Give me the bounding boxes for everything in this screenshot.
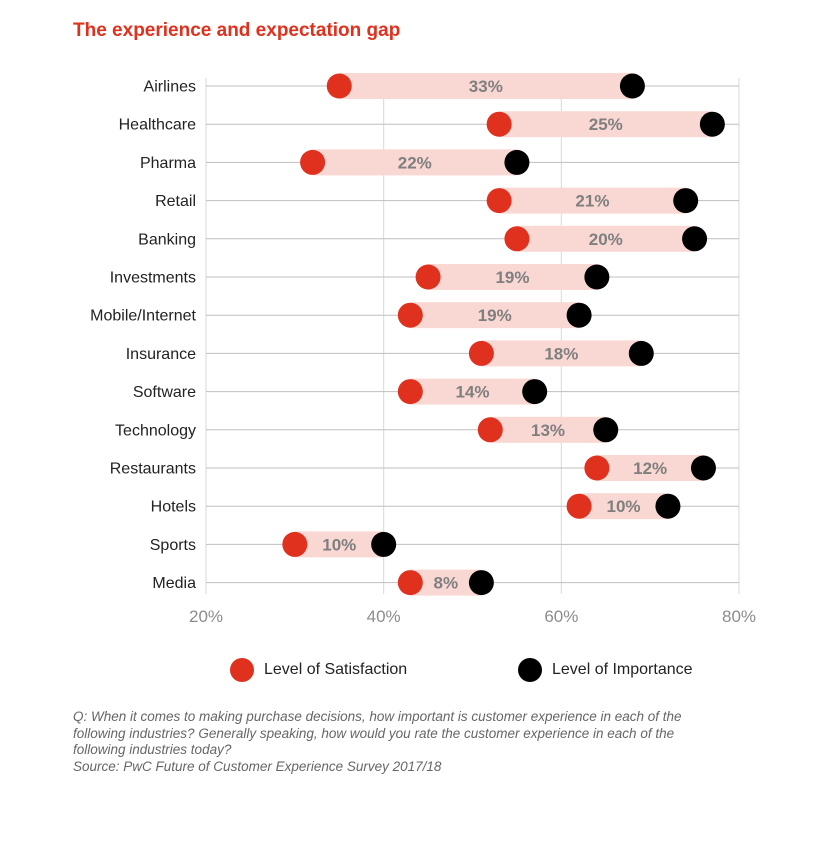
gap-label: 20% (589, 230, 623, 249)
importance-dot (468, 570, 494, 596)
x-tick-label: 20% (189, 607, 223, 626)
satisfaction-dot (397, 379, 423, 405)
category-label: Mobile/Internet (90, 308, 196, 325)
legend-label-importance: Level of Importance (552, 661, 693, 678)
gap-band (294, 531, 384, 558)
gap-label: 19% (478, 306, 512, 325)
importance-dot (673, 188, 699, 214)
survey-question: Q: When it comes to making purchase deci… (73, 709, 682, 757)
satisfaction-dot (504, 226, 530, 252)
category-label: Investments (110, 270, 196, 287)
satisfaction-dot (468, 340, 494, 366)
category-label: Pharma (140, 155, 196, 172)
importance-dot (504, 149, 530, 175)
category-label: Sports (150, 537, 196, 554)
category-label: Software (133, 384, 196, 401)
gap-label: 21% (575, 192, 609, 211)
gap-label: 33% (469, 77, 503, 96)
gap-label: 10% (322, 535, 356, 554)
gap-label: 13% (531, 421, 565, 440)
gap-band (312, 149, 517, 176)
importance-dot (655, 493, 681, 519)
category-label: Retail (155, 193, 196, 210)
gap-label: 25% (589, 115, 623, 134)
satisfaction-dot (397, 570, 423, 596)
importance-dot (690, 455, 716, 481)
band-layer (294, 73, 713, 596)
legend-label-satisfaction: Level of Satisfaction (264, 661, 408, 678)
source-line: Source: PwC Future of Customer Experienc… (73, 758, 442, 774)
importance-dot (584, 264, 610, 290)
gap-label: 14% (455, 383, 489, 402)
category-label: Airlines (144, 79, 196, 96)
gap-band (516, 225, 695, 252)
satisfaction-dot (486, 188, 512, 214)
importance-dot (628, 340, 654, 366)
legend-item-importance: Level of Importance (518, 656, 693, 684)
chart-footnote: Q: When it comes to making purchase deci… (73, 709, 713, 775)
gap-band (410, 302, 580, 329)
importance-dot (682, 226, 708, 252)
gap-band (499, 111, 713, 138)
category-label: Media (152, 575, 196, 592)
gap-band (596, 455, 704, 481)
category-label: Healthcare (119, 117, 196, 134)
gap-label: 19% (495, 268, 529, 287)
satisfaction-dot (300, 149, 326, 175)
importance-dot (371, 531, 397, 557)
gap-label: 18% (544, 344, 578, 363)
text-layer: 20% 40% 60% 80% Airlines 33% Healthcare 25% Phar… (90, 77, 756, 626)
x-tick-label: 40% (367, 607, 401, 626)
gap-band (339, 73, 633, 99)
importance-dot (699, 111, 725, 137)
importance-dot (566, 302, 592, 328)
importance-dot (593, 417, 619, 443)
dot-layer (282, 73, 725, 596)
legend: Level of Satisfaction Level of Importanc… (230, 656, 750, 684)
satisfaction-dot (282, 531, 308, 557)
gap-label: 8% (434, 574, 459, 593)
gap-band (579, 493, 668, 520)
satisfaction-dot (566, 493, 592, 519)
gap-band (499, 187, 686, 214)
gap-label: 22% (398, 153, 432, 172)
category-label: Banking (138, 231, 196, 248)
satisfaction-marker-icon (230, 658, 254, 682)
gap-band (428, 264, 597, 290)
satisfaction-dot (486, 111, 512, 137)
x-tick-label: 80% (722, 607, 756, 626)
dumbbell-chart: 20% 40% 60% 80% Airlines 33% Healthcare 25% Phar… (90, 73, 756, 626)
legend-item-satisfaction: Level of Satisfaction (230, 656, 407, 684)
importance-marker-icon (518, 658, 542, 682)
satisfaction-dot (477, 417, 503, 443)
category-label: Technology (115, 422, 196, 439)
chart-title: The experience and expectation gap (73, 20, 401, 41)
category-label: Hotels (151, 499, 196, 516)
importance-dot (619, 73, 645, 99)
x-tick-label: 60% (544, 607, 578, 626)
satisfaction-dot (397, 302, 423, 328)
satisfaction-dot (326, 73, 352, 99)
gap-band (410, 378, 535, 405)
satisfaction-dot (415, 264, 441, 290)
gap-band (490, 416, 606, 443)
gap-band (481, 340, 642, 367)
satisfaction-dot (584, 455, 610, 481)
gap-label: 10% (607, 497, 641, 516)
category-label: Insurance (126, 346, 196, 363)
importance-dot (522, 379, 548, 405)
gap-label: 12% (633, 459, 667, 478)
category-label: Restaurants (110, 461, 196, 478)
